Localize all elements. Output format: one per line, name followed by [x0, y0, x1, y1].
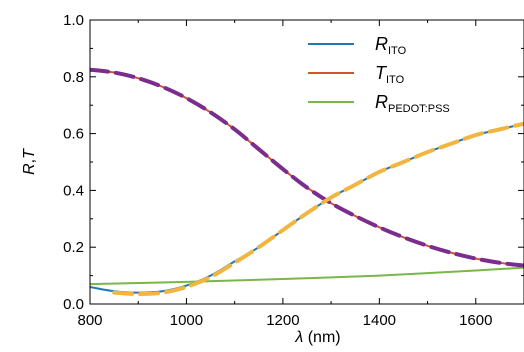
- x-tick-label-1200: 1200: [266, 312, 299, 329]
- x-label-lambda: λ: [294, 329, 303, 346]
- series-r-fit-dashed: [112, 121, 524, 297]
- y-tick-label-1: 0.2: [63, 239, 84, 256]
- y-tick-label-5: 1.0: [63, 12, 84, 29]
- y-tick-label-2: 0.4: [63, 182, 84, 199]
- legend-label-t-ito: TITO: [375, 63, 405, 86]
- x-tick-label-800: 800: [77, 312, 102, 329]
- x-label-unit: (nm): [303, 329, 340, 346]
- y-axis-label: R,T: [21, 148, 38, 175]
- series-r-ito: [90, 122, 524, 294]
- series-r-pedot-pss: [90, 266, 524, 286]
- series-t-fit-dashed: [90, 67, 524, 268]
- x-axis-label: λ (nm): [294, 329, 340, 346]
- axis-ticks: [89, 19, 524, 305]
- series-t-ito: [90, 68, 524, 267]
- legend-label-r-pedot: RPEDOT:PSS: [375, 92, 450, 115]
- y-label-sep: ,: [21, 159, 38, 163]
- plot-frame: [89, 19, 524, 305]
- x-tick-label-1000: 1000: [170, 312, 203, 329]
- x-tick-label-1400: 1400: [363, 312, 396, 329]
- legend-label-r-ito: RITO: [375, 34, 407, 57]
- legend: RITO TITO RPEDOT:PSS: [308, 34, 450, 115]
- y-tick-label-0: 0.0: [63, 296, 84, 313]
- y-tick-label-4: 0.8: [63, 69, 84, 86]
- x-tick-label-1600: 1600: [459, 312, 492, 329]
- y-tick-label-3: 0.6: [63, 126, 84, 143]
- y-label-r: R: [21, 163, 38, 175]
- y-label-t: T: [21, 148, 38, 159]
